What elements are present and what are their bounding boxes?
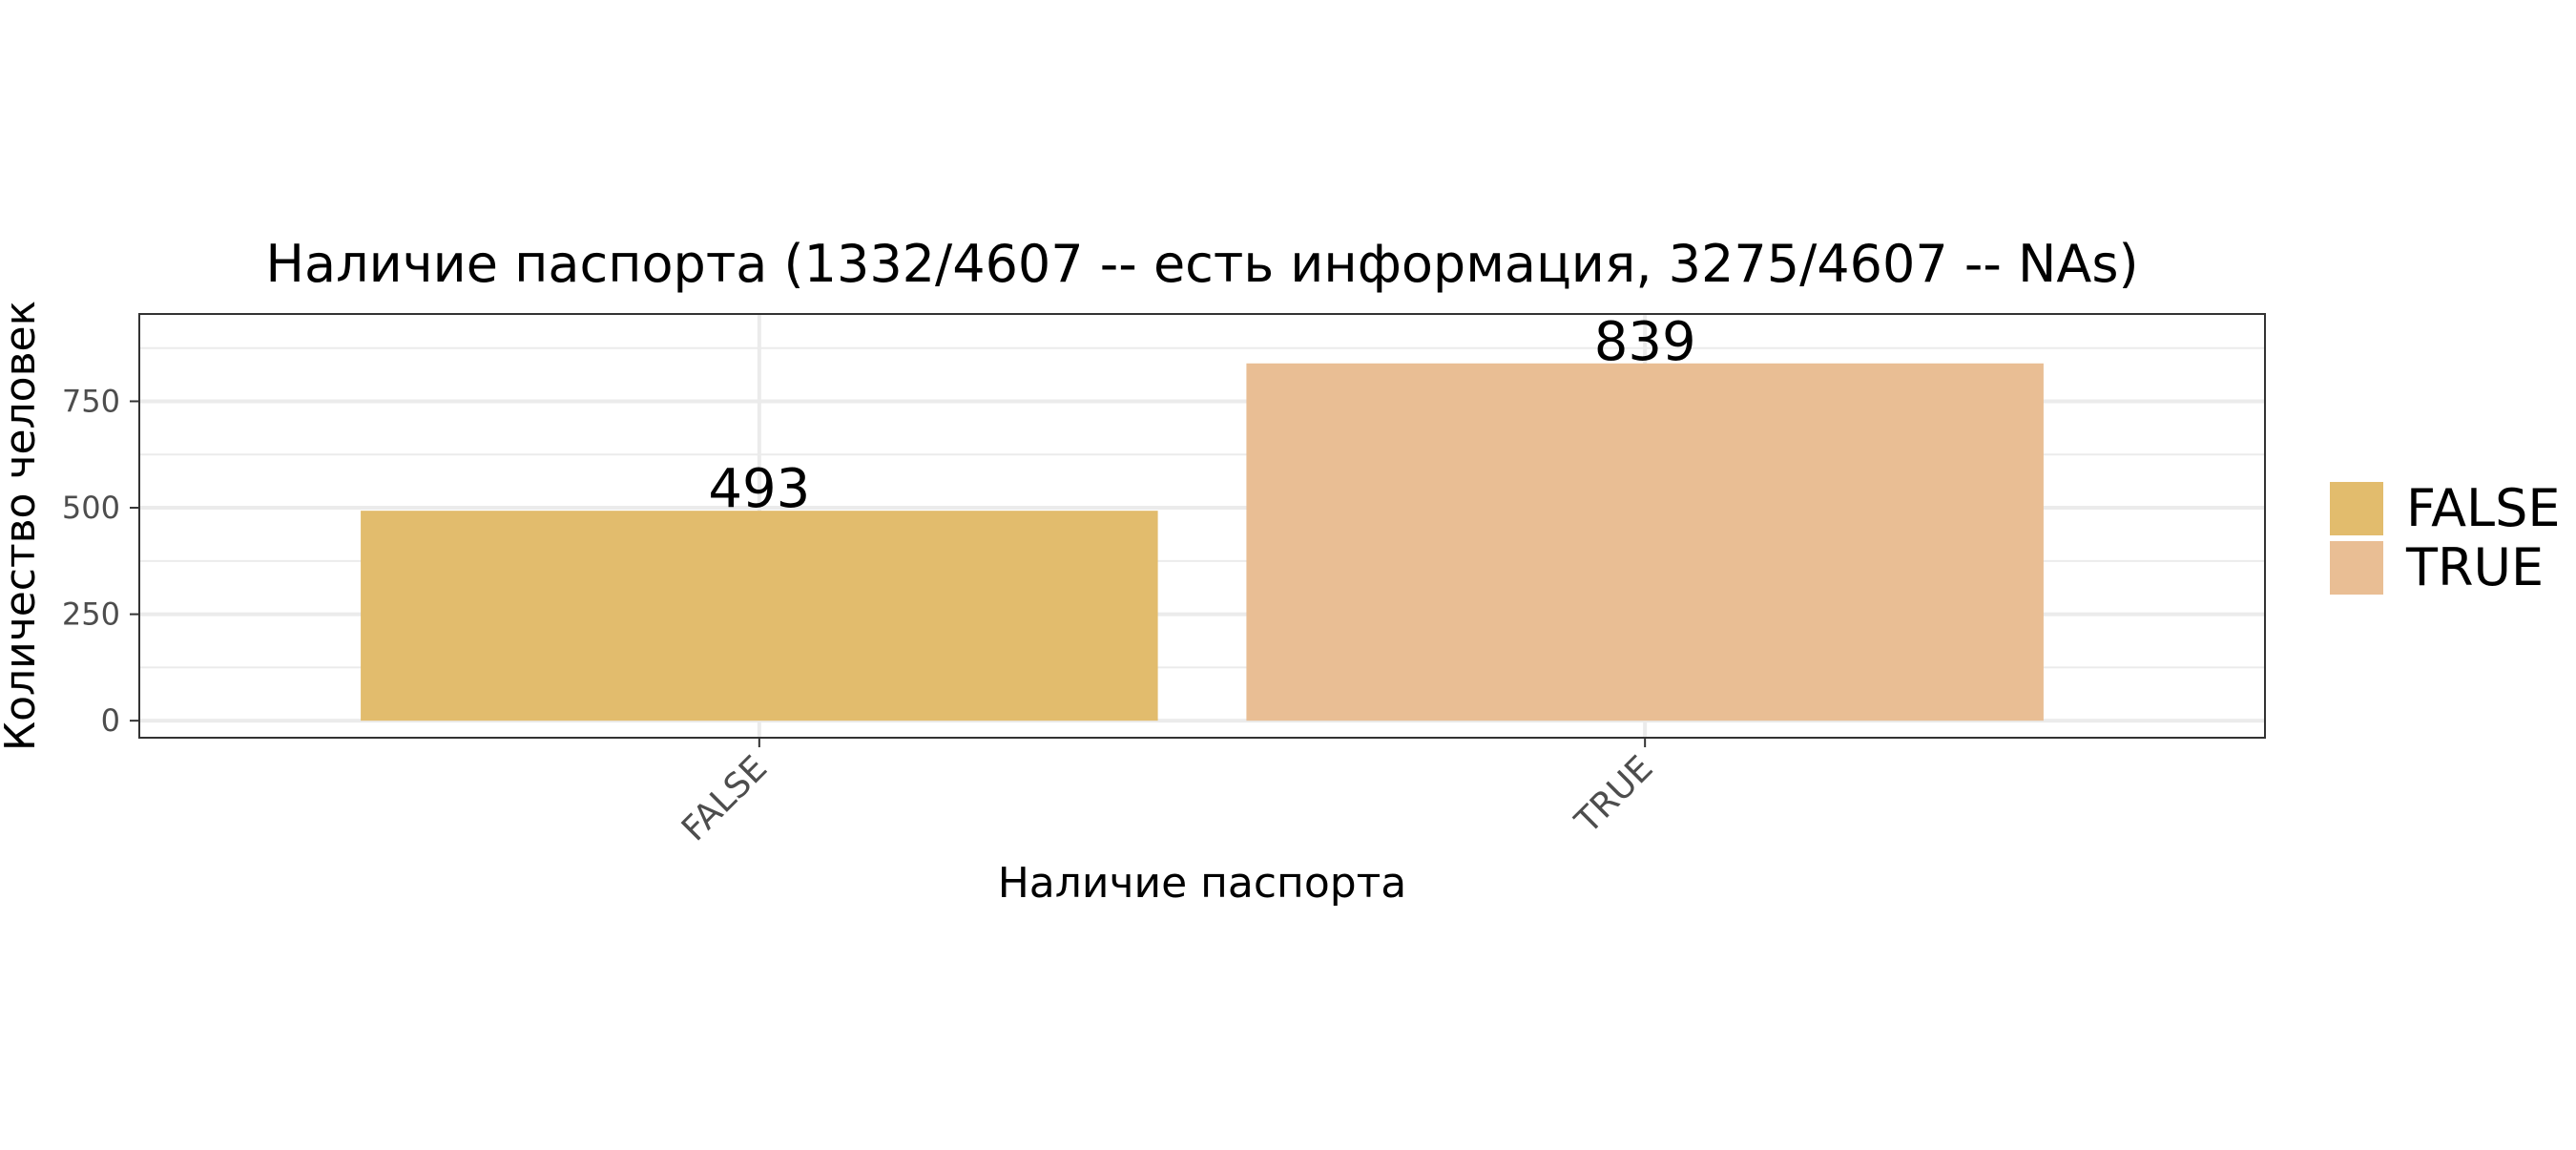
bar-false (361, 511, 1158, 721)
y-tick-label: 250 (62, 596, 120, 633)
x-axis-title: Наличие паспорта (998, 859, 1407, 908)
chart-title: Наличие паспорта (1332/4607 -- есть инфо… (265, 234, 2138, 294)
legend-swatch (2330, 541, 2383, 595)
y-axis-ticks: 0 250 500 750 (62, 383, 139, 739)
data-label: 839 (1594, 311, 1696, 373)
data-labels: 493 839 (708, 311, 1695, 520)
y-axis-title: Количество человек (0, 301, 45, 751)
bars (361, 363, 2044, 721)
plot-panel-border (138, 313, 2266, 739)
legend-label: TRUE (2405, 537, 2544, 597)
legend-label: FALSE (2406, 478, 2561, 538)
y-tick-label: 750 (62, 383, 120, 419)
y-tick-label: 500 (62, 490, 120, 526)
data-label: 493 (708, 458, 810, 520)
bar-true (1246, 363, 2044, 721)
legend-swatch (2330, 482, 2383, 535)
y-tick-label: 0 (101, 702, 120, 739)
